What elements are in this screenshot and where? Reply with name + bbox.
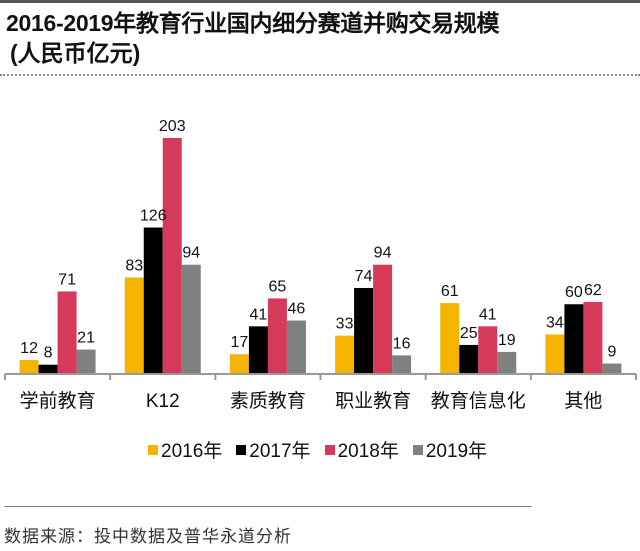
bars-group [19, 138, 622, 374]
bar-2018-3 [373, 264, 393, 374]
legend-label-2019: 2019年 [425, 441, 488, 462]
data-label: 94 [182, 245, 200, 262]
data-label: 94 [374, 245, 392, 262]
data-label: 41 [479, 306, 497, 323]
data-label: 46 [288, 301, 306, 318]
legend-label-2018: 2018年 [337, 441, 399, 462]
data-label: 21 [77, 330, 95, 347]
bar-2019-4 [497, 351, 517, 374]
data-label: 9 [607, 344, 616, 361]
bar-2018-0 [57, 291, 77, 374]
data-label: 203 [159, 118, 186, 135]
bar-2018-4 [478, 326, 498, 374]
source-divider [4, 506, 532, 507]
chart-title: 2016-2019年教育行业国内细分赛道并购交易规模 [6, 10, 500, 36]
data-label: 34 [546, 314, 564, 331]
data-label: 83 [125, 258, 143, 275]
bar-2017-4 [459, 344, 479, 374]
dotted-divider [0, 74, 640, 76]
data-label: 8 [44, 345, 53, 362]
bar-2017-3 [354, 287, 374, 374]
top-rule [0, 0, 640, 3]
data-label: 60 [565, 284, 583, 301]
data-label: 65 [269, 278, 287, 295]
legend-swatch-2017 [236, 444, 247, 455]
x-axis [4, 373, 637, 380]
bar-2018-2 [267, 298, 287, 374]
x-tick-label: K12 [146, 391, 180, 412]
legend-item-2019: 2019年 [412, 436, 488, 463]
x-tick-labels: 学前教育 K12 素质教育 职业教育 教育信息化 其他 [20, 390, 603, 412]
bar-2016-0 [19, 360, 39, 374]
chart-subtitle: (人民币亿元) [10, 40, 141, 66]
bar-2016-5 [545, 334, 565, 374]
legend-swatch-2019 [412, 444, 423, 455]
data-label: 41 [250, 306, 268, 323]
data-label: 74 [355, 268, 373, 285]
legend-swatch-2016 [148, 444, 158, 455]
bar-2017-1 [143, 227, 163, 374]
data-label: 61 [441, 283, 459, 300]
data-label: 62 [584, 282, 602, 299]
bar-2017-5 [564, 304, 584, 374]
bar-2019-3 [392, 355, 412, 374]
x-tick-label: 教育信息化 [431, 390, 526, 412]
bar-2017-0 [38, 364, 58, 374]
legend-swatch-2018 [324, 444, 335, 455]
legend-item-2018: 2018年 [324, 436, 399, 463]
data-label: 33 [336, 316, 354, 333]
bar-chart: 12 87121831262039417416546337494166125411… [4, 118, 637, 412]
bar-2016-3 [335, 335, 355, 374]
bar-2018-5 [583, 301, 603, 374]
bar-2018-1 [162, 138, 182, 374]
bar-2016-2 [229, 354, 249, 374]
bar-2019-2 [286, 320, 306, 374]
x-tick-label: 其他 [564, 390, 602, 412]
bar-2016-1 [124, 277, 144, 374]
legend-item-2016: 2016年 [148, 436, 222, 463]
legend-label-2017: 2017年 [249, 441, 311, 462]
x-tick-label: 学前教育 [20, 390, 96, 412]
data-source: 数据来源：投中数据及普华永道分析 [4, 527, 292, 546]
legend: 2016年 2017年 2018年 2019年 [148, 436, 487, 463]
data-label: 126 [140, 208, 167, 225]
legend-label-2016: 2016年 [161, 441, 223, 462]
bar-2019-1 [181, 264, 201, 374]
data-label: 25 [460, 325, 478, 342]
data-label: 71 [58, 271, 76, 288]
x-tick-label: 素质教育 [230, 390, 306, 412]
legend-item-2017: 2017年 [236, 436, 311, 463]
data-label: 17 [231, 334, 249, 351]
bar-2019-5 [602, 363, 622, 374]
bar-2016-4 [440, 303, 460, 374]
data-label: 12 [20, 340, 38, 357]
data-label: 19 [498, 332, 516, 349]
bar-2019-0 [76, 349, 96, 374]
x-tick-label: 职业教育 [335, 390, 411, 412]
bar-2017-2 [248, 326, 268, 374]
data-label: 16 [393, 335, 411, 352]
data-labels-group: 12 87121831262039417416546337494166125411… [20, 118, 616, 362]
